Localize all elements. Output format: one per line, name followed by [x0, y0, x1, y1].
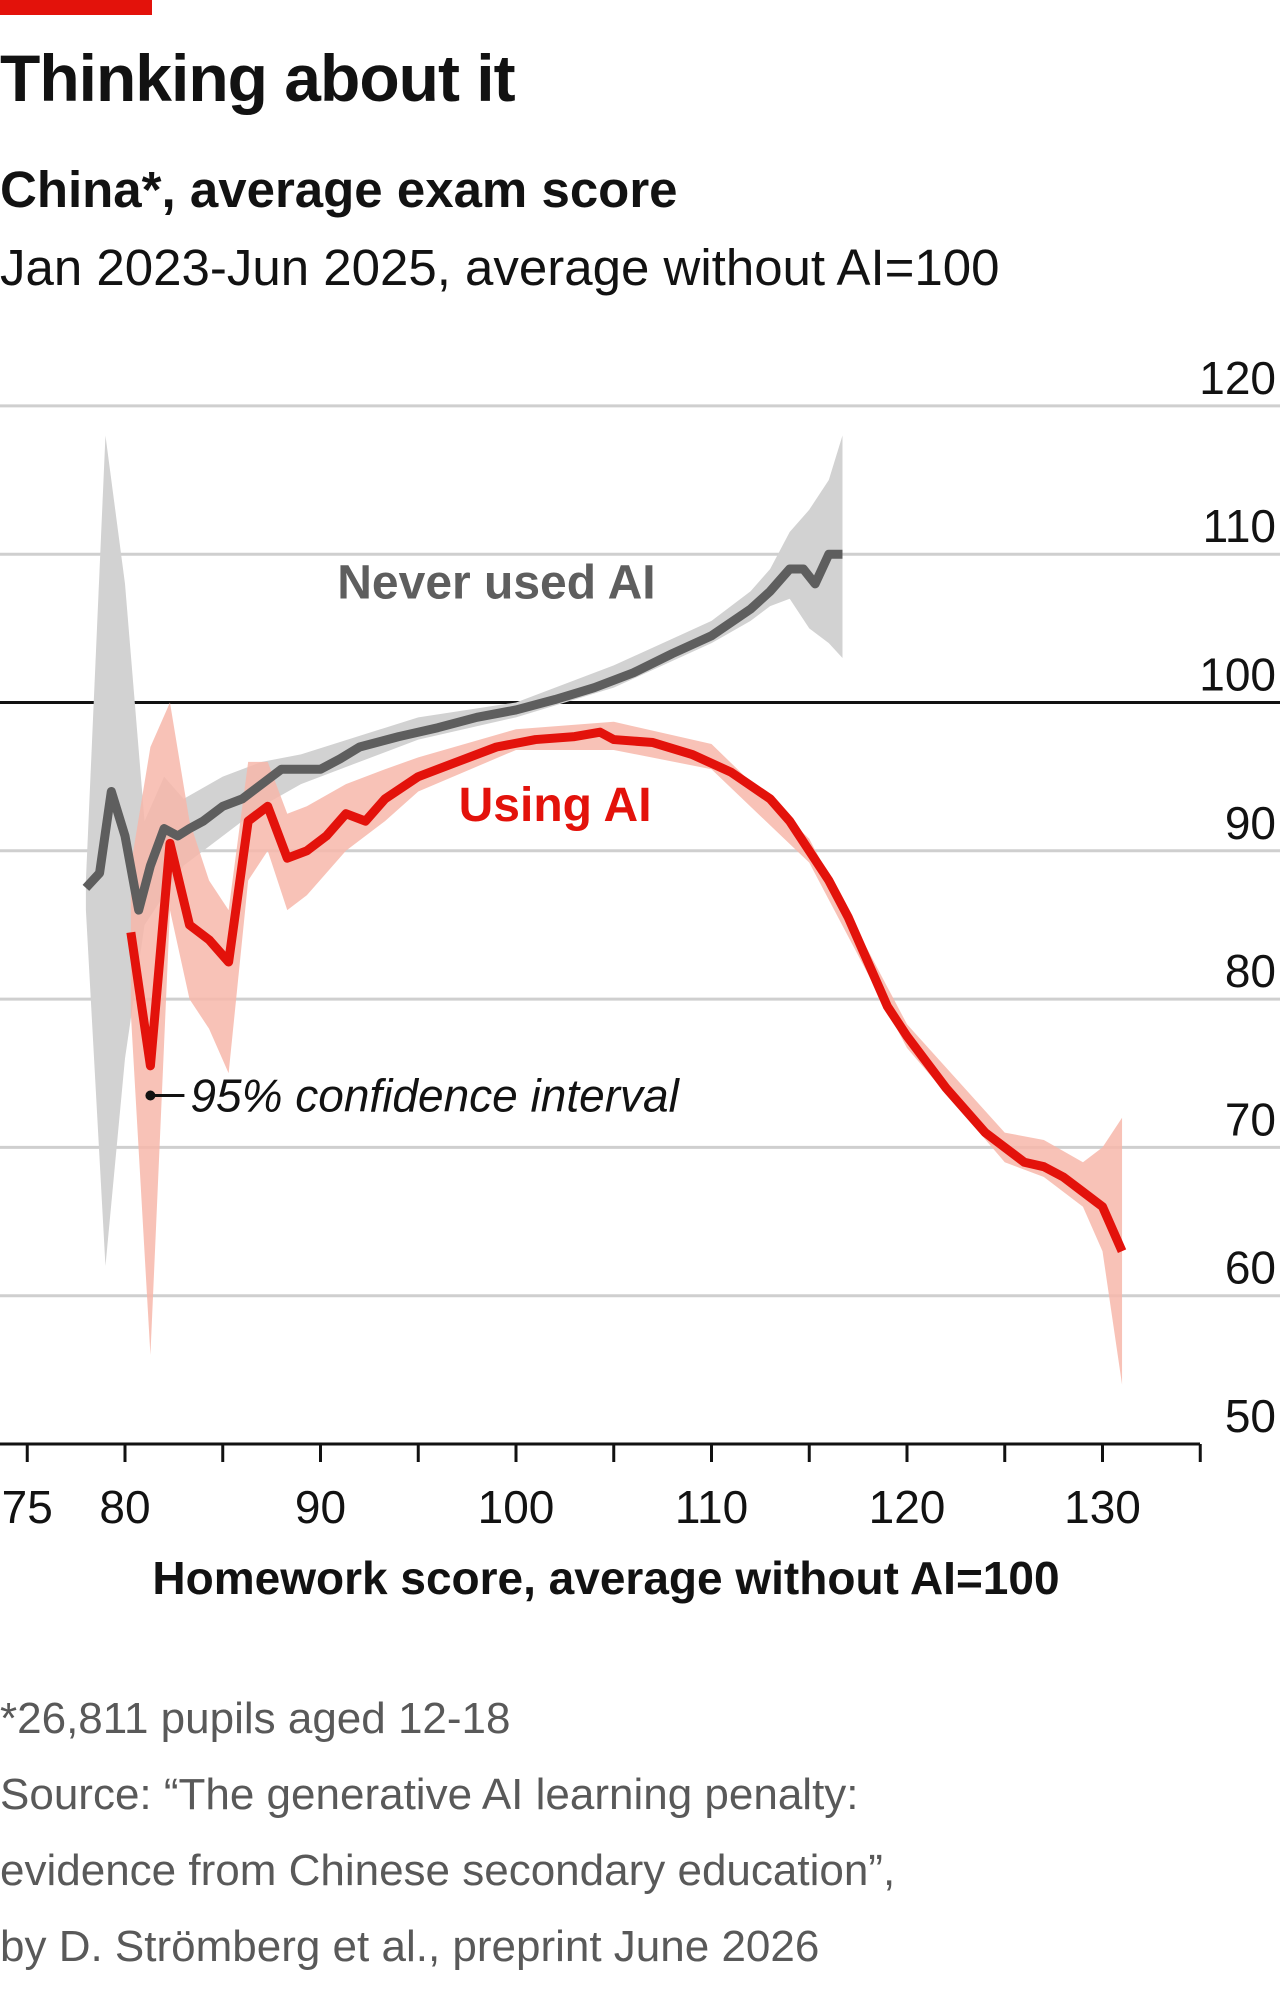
y-tick-label: 50: [1225, 1390, 1276, 1442]
y-tick-label: 60: [1225, 1242, 1276, 1294]
confidence-bands: [85, 435, 1123, 1385]
x-tick-label: 80: [99, 1481, 150, 1533]
source-line-3: by D. Strömberg et al., preprint June 20…: [0, 1922, 820, 1971]
label-confidence-interval: 95% confidence interval: [190, 1069, 680, 1121]
x-tick-label: 120: [869, 1481, 946, 1533]
chart-title: Thinking about it: [0, 41, 516, 115]
chart-subtitle: China*, average exam score: [0, 161, 678, 218]
y-tick-label: 70: [1225, 1093, 1276, 1145]
series-line-never-used-ai: [82, 549, 843, 915]
x-tick-label: 100: [478, 1481, 555, 1533]
x-axis-label: Homework score, average without AI=100: [152, 1552, 1059, 1604]
y-tick-label: 110: [1203, 500, 1276, 552]
x-tick-label: 75: [2, 1481, 53, 1533]
series-line-using-ai: [126, 727, 1127, 1254]
axes: 50 60 70 80 90 100 110 120 75 80 90 100 110 120 130Hom…: [0, 352, 1276, 1604]
source-line-1: Source: “The generative AI learning pena…: [0, 1770, 859, 1819]
x-tick-label: 110: [675, 1481, 748, 1533]
brand-red-rule: [0, 0, 152, 15]
source-line-2: evidence from Chinese secondary educatio…: [0, 1846, 896, 1895]
line-chart: Never used AI Using AI 95% confidence inte…: [0, 352, 1280, 1604]
label-never-used-ai: Never used AI: [337, 557, 655, 610]
y-tick-label: 120: [1199, 352, 1276, 404]
annotations: Never used AI Using AI 95% confidence inte…: [145, 557, 681, 1121]
x-tick-label: 90: [295, 1481, 346, 1533]
y-tick-label: 100: [1199, 649, 1276, 701]
footnote: *26,811 pupils aged 12-18: [0, 1694, 511, 1743]
ci-band-using-ai: [130, 702, 1123, 1385]
y-tick-label: 90: [1225, 797, 1276, 849]
x-tick-label: 130: [1064, 1481, 1141, 1533]
label-using-ai: Using AI: [459, 779, 652, 832]
series-lines: [82, 549, 1127, 1254]
y-tick-label: 80: [1225, 945, 1276, 997]
chart-date-range: Jan 2023-Jun 2025, average without AI=10…: [0, 239, 1000, 296]
